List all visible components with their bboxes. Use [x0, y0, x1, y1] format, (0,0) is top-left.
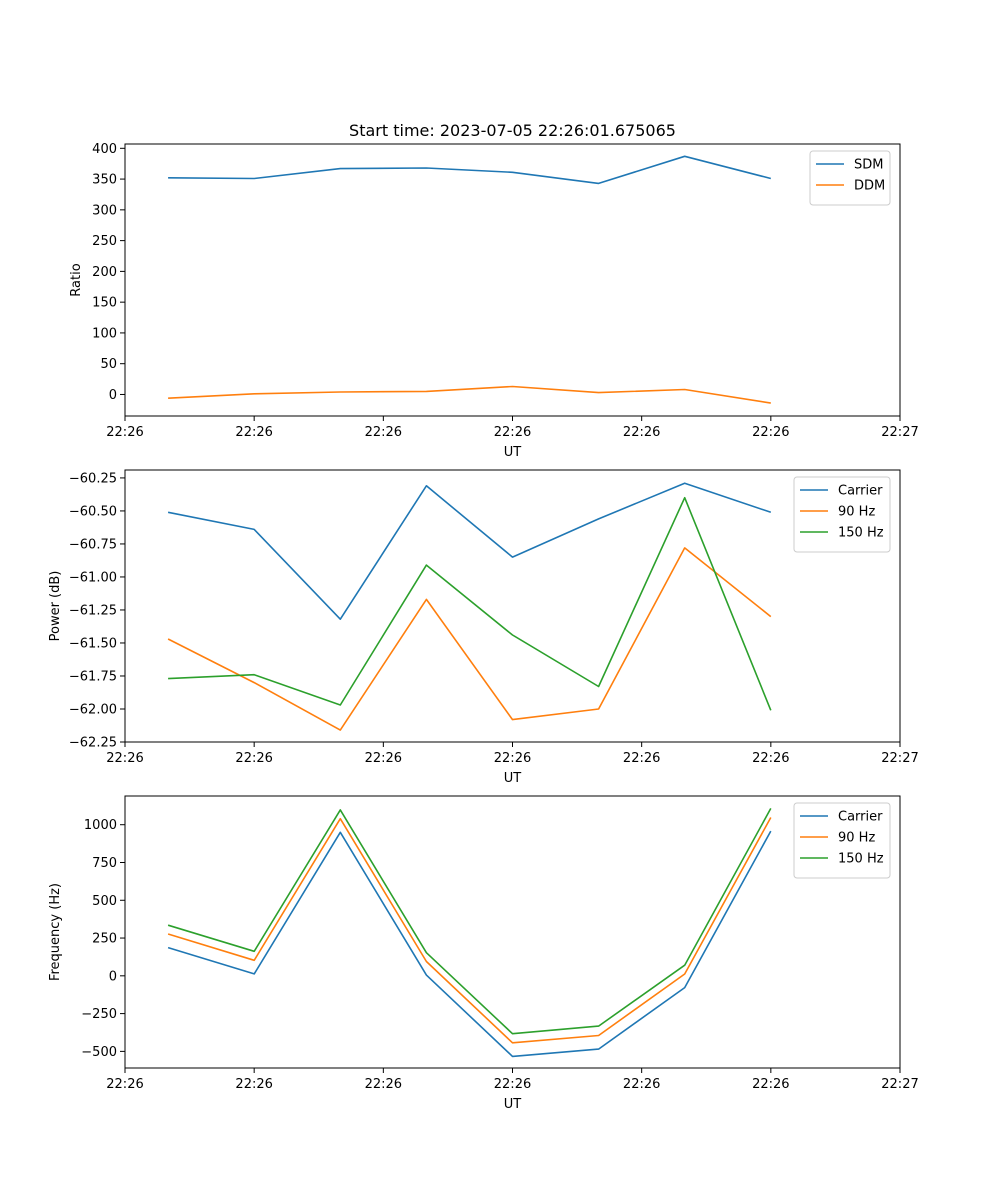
y-tick-label: −60.75 — [69, 537, 117, 552]
legend-frame — [793, 802, 891, 879]
x-tick-label: 22:26 — [623, 751, 660, 766]
y-tick-label: −60.25 — [69, 471, 117, 486]
y-axis-label: Frequency (Hz) — [48, 883, 63, 981]
y-tick-label: 300 — [92, 203, 117, 218]
legend: SDM DDM — [809, 150, 891, 206]
subplot-1: 22:26 22:26 22:26 22:26 22:26 22:26 22:27 0 50 10… — [69, 121, 919, 460]
x-tick-label: 22:26 — [494, 1077, 531, 1092]
y-tick-label: 0 — [109, 388, 117, 403]
series-line-90-hz — [167, 547, 772, 731]
y-tick-label: −500 — [81, 1045, 117, 1060]
x-axis-label: UT — [504, 445, 522, 460]
y-tick-label: −62.25 — [69, 736, 117, 751]
x-tick-label: 22:26 — [365, 425, 402, 440]
y-tick-label: 50 — [100, 357, 117, 372]
x-tick-label: 22:26 — [235, 1077, 272, 1092]
y-tick-label: 250 — [92, 234, 117, 249]
x-tick-label: 22:26 — [494, 751, 531, 766]
series-line-carrier — [167, 482, 772, 621]
legend-label: 150 Hz — [838, 526, 884, 541]
y-tick-label: 350 — [92, 173, 117, 188]
x-tick-label: 22:26 — [106, 425, 143, 440]
axes-frame — [124, 143, 901, 417]
y-tick-label: 250 — [92, 932, 117, 947]
x-tick-label: 22:26 — [106, 751, 143, 766]
x-tick-label: 22:26 — [623, 425, 660, 440]
series-line-carrier — [167, 830, 772, 1058]
legend-label: 90 Hz — [838, 831, 875, 846]
legend: Carrier 90 Hz 150 Hz — [793, 476, 891, 553]
y-tick-label: 100 — [92, 326, 117, 341]
x-tick-label: 22:27 — [881, 1077, 918, 1092]
series-line-150-hz — [167, 808, 772, 1035]
legend-label: Carrier — [838, 810, 883, 825]
x-tick-label: 22:26 — [235, 425, 272, 440]
y-tick-label: 750 — [92, 856, 117, 871]
subplot-3: 22:26 22:26 22:26 22:26 22:26 22:26 22:27 −500 −… — [48, 795, 919, 1112]
y-tick-label: −61.50 — [69, 636, 117, 651]
chart-title: Start time: 2023-07-05 22:26:01.675065 — [349, 121, 676, 140]
legend: Carrier 90 Hz 150 Hz — [793, 802, 891, 879]
x-tick-label: 22:26 — [494, 425, 531, 440]
y-tick-label: 0 — [109, 969, 117, 984]
x-tick-label: 22:26 — [106, 1077, 143, 1092]
y-tick-label: 150 — [92, 296, 117, 311]
legend-label: 150 Hz — [838, 852, 884, 867]
y-tick-label: 200 — [92, 265, 117, 280]
y-tick-label: −61.25 — [69, 603, 117, 618]
y-axis-label: Ratio — [69, 263, 84, 296]
legend-label: DDM — [854, 179, 885, 194]
legend-label: SDM — [854, 158, 883, 173]
y-tick-label: 1000 — [84, 818, 117, 833]
y-tick-label: −60.50 — [69, 504, 117, 519]
legend-label: 90 Hz — [838, 505, 875, 520]
x-tick-label: 22:26 — [365, 751, 402, 766]
series-line-90-hz — [167, 817, 772, 1044]
x-tick-label: 22:26 — [752, 425, 789, 440]
x-tick-label: 22:26 — [623, 1077, 660, 1092]
y-tick-label: −250 — [81, 1007, 117, 1022]
x-tick-label: 22:27 — [881, 425, 918, 440]
x-tick-label: 22:26 — [752, 1077, 789, 1092]
x-tick-label: 22:26 — [752, 751, 789, 766]
x-tick-label: 22:26 — [365, 1077, 402, 1092]
y-axis-label: Power (dB) — [48, 571, 63, 642]
x-axis-label: UT — [504, 771, 522, 786]
series-line-ddm — [168, 385, 771, 404]
legend-frame — [793, 476, 891, 553]
y-tick-label: 400 — [92, 142, 117, 157]
series-line-150-hz — [168, 496, 772, 711]
y-tick-label: 500 — [92, 894, 117, 909]
legend-label: Carrier — [838, 484, 883, 499]
y-tick-label: −61.75 — [69, 669, 117, 684]
subplot-2: 22:26 22:26 22:26 22:26 22:26 22:26 22:27 −62.2… — [48, 469, 919, 786]
series-line-sdm — [168, 155, 771, 185]
y-tick-label: −62.00 — [69, 702, 117, 717]
axes-frame — [124, 469, 901, 743]
y-tick-label: −61.00 — [69, 570, 117, 585]
x-tick-label: 22:26 — [235, 751, 272, 766]
x-axis-label: UT — [504, 1097, 522, 1112]
x-tick-label: 22:27 — [881, 751, 918, 766]
axes-frame — [124, 795, 901, 1069]
